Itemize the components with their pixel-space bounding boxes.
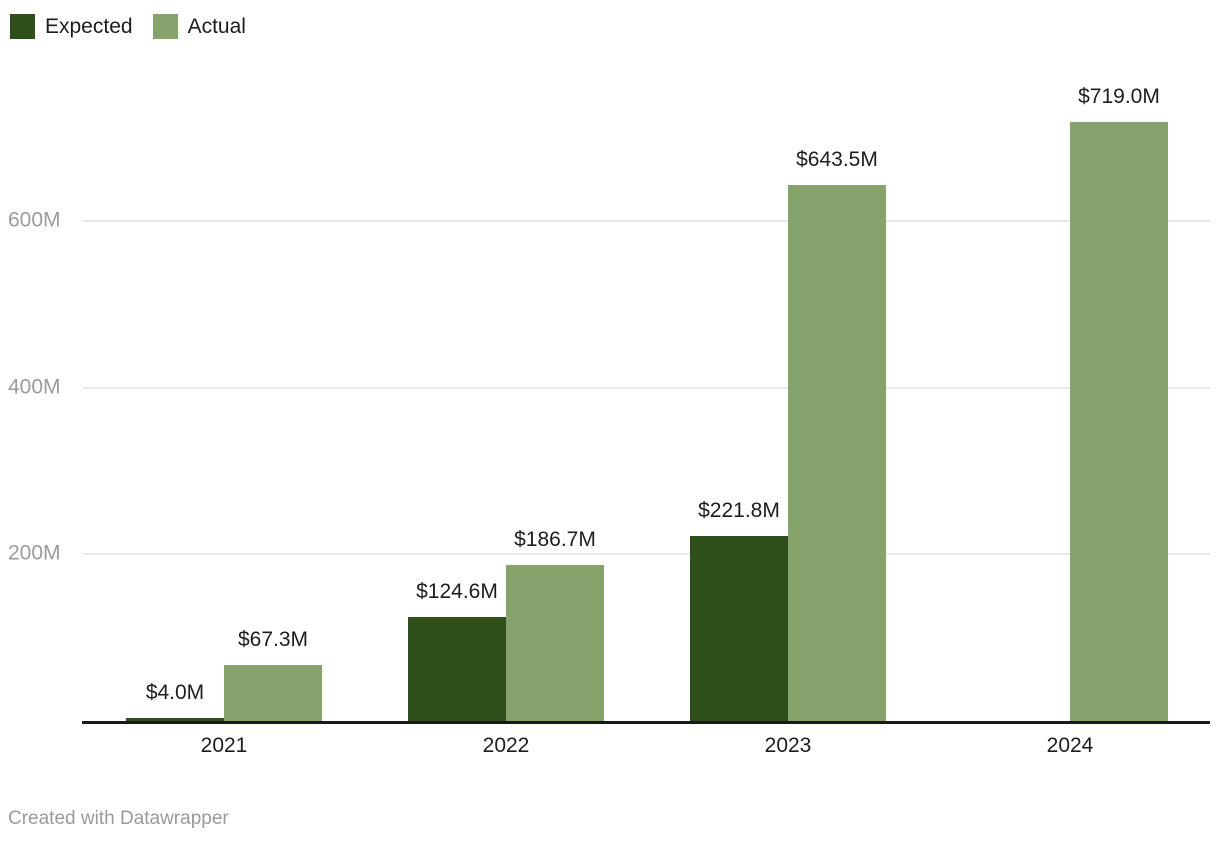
value-label-expected-2022: $124.6M [416,580,498,604]
y-axis-tick-label: 600M [8,208,61,232]
value-label-expected-2023: $221.8M [698,499,780,523]
value-label-actual-2022: $186.7M [514,528,596,552]
bar-expected-2023 [690,536,788,721]
value-label-expected-2021: $4.0M [145,680,205,704]
y-axis-tick-label: 400M [8,375,61,399]
x-axis-tick-label-2022: 2022 [482,734,530,757]
bar-actual-2022 [506,565,604,721]
bar-expected-2021 [126,717,224,721]
legend-swatch-actual [152,14,178,39]
x-axis-tick-label-2023: 2023 [764,734,812,757]
gridline-200M [83,553,1210,556]
value-label-actual-2024: $719.0M [1078,84,1160,108]
bar-actual-2021 [224,664,322,721]
gridline-600M [83,220,1210,222]
bar-actual-2023 [788,184,886,721]
value-label-actual-2021: $67.3M [237,627,309,651]
legend-swatch-expected [10,14,35,39]
x-axis-baseline [82,721,1210,724]
x-axis-tick-label-2021: 2021 [200,734,248,757]
bar-expected-2022 [408,617,506,721]
legend-label: Expected [45,15,133,38]
datawrapper-credit: Created with Datawrapper [8,808,229,829]
y-axis-tick-label: 200M [8,541,61,565]
x-axis-tick-label-2024: 2024 [1046,734,1094,757]
bar-actual-2024 [1070,121,1168,721]
chart-legend: Expected Actual [10,14,246,39]
gridline-400M [83,386,1210,389]
legend-item-expected: Expected [10,14,133,39]
value-label-actual-2023: $643.5M [796,147,878,171]
legend-item-actual: Actual [152,14,246,39]
legend-label: Actual [187,15,246,38]
